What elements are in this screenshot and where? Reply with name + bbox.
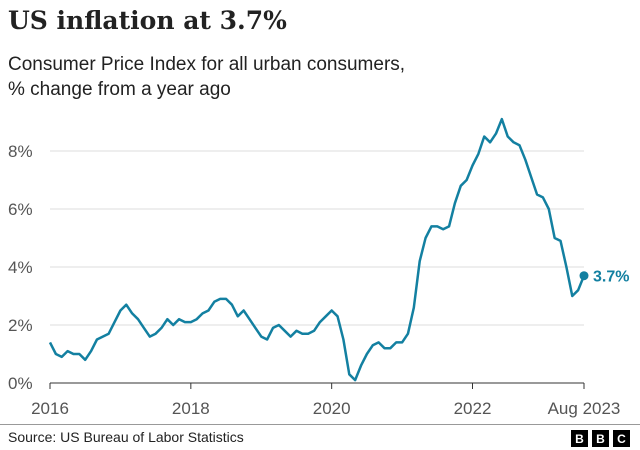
x-tick-label: 2022 bbox=[454, 399, 492, 418]
x-tick-label: 2018 bbox=[172, 399, 210, 418]
chart-title: US inflation at 3.7% bbox=[8, 6, 287, 35]
y-tick-label: 2% bbox=[8, 316, 33, 335]
y-tick-label: 4% bbox=[8, 258, 33, 277]
end-point bbox=[579, 271, 589, 281]
footer-divider bbox=[0, 424, 640, 425]
subtitle-line-2: % change from a year ago bbox=[8, 79, 231, 100]
end-value-label: 3.7% bbox=[593, 269, 629, 286]
chart-subtitle: Consumer Price Index for all urban consu… bbox=[8, 52, 405, 102]
source-note: Source: US Bureau of Labor Statistics bbox=[8, 429, 244, 445]
inflation-line bbox=[48, 117, 586, 382]
line-chart: 0% 2% 4% 6% 8% 2016 2018 2020 2022 Aug 2023 3.7% bbox=[8, 117, 629, 418]
y-tick-label: 6% bbox=[8, 200, 33, 219]
x-tick-label: 2016 bbox=[31, 399, 69, 418]
y-tick-label: 8% bbox=[8, 142, 33, 161]
x-tick-label: 2020 bbox=[313, 399, 351, 418]
x-tick-label: Aug 2023 bbox=[548, 399, 621, 418]
y-tick-label: 0% bbox=[8, 374, 33, 393]
subtitle-line-1: Consumer Price Index for all urban consu… bbox=[8, 54, 406, 75]
